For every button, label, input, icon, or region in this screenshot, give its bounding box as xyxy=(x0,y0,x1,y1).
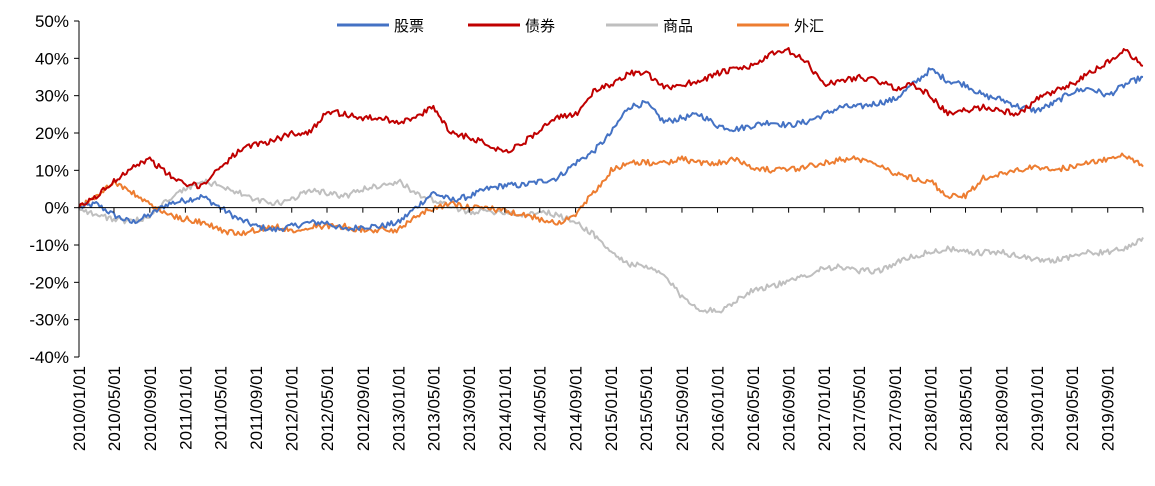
legend: 股票 债券 商品 外汇 xyxy=(337,17,824,35)
series-line-3 xyxy=(78,178,1144,314)
series-line-4 xyxy=(78,152,1144,237)
x-tick-label: 2011/09/01 xyxy=(247,366,266,450)
x-tick-label: 2012/09/01 xyxy=(354,366,373,451)
series-layer xyxy=(78,47,1144,314)
x-tick-label: 2018/01/01 xyxy=(922,366,941,451)
x-tick-label: 2019/05/01 xyxy=(1063,366,1082,451)
x-tick-label: 2017/05/01 xyxy=(850,366,869,451)
y-tick-label: -20% xyxy=(29,273,69,292)
x-tick-label: 2015/05/01 xyxy=(637,366,656,451)
x-tick-label: 2012/01/01 xyxy=(283,366,302,451)
x-tick-label: 2011/05/01 xyxy=(211,366,230,450)
series-line-1 xyxy=(78,67,1144,233)
y-tick-label: 10% xyxy=(35,161,69,180)
legend-label: 外汇 xyxy=(794,17,824,35)
x-tick-label: 2015/09/01 xyxy=(673,366,692,451)
x-tick-label: 2019/01/01 xyxy=(1028,366,1047,451)
x-tick-label: 2018/09/01 xyxy=(992,366,1011,451)
axes xyxy=(78,21,1143,357)
y-tick-label: -30% xyxy=(29,311,69,330)
x-tick-label: 2014/01/01 xyxy=(496,366,515,451)
y-tick-label: 40% xyxy=(35,49,69,68)
x-tick-label: 2016/01/01 xyxy=(709,366,728,451)
x-tick-label: 2010/09/01 xyxy=(141,366,160,451)
x-tick-label: 2010/01/01 xyxy=(70,366,89,451)
x-tick-label: 2016/09/01 xyxy=(780,366,799,451)
y-tick-label: 50% xyxy=(35,12,69,31)
x-tick-label: 2017/09/01 xyxy=(886,366,905,451)
legend-label: 股票 xyxy=(394,17,424,35)
y-tick-label: 0% xyxy=(44,199,69,218)
x-tick-label: 2018/05/01 xyxy=(957,366,976,451)
x-tick-label: 2010/05/01 xyxy=(105,366,124,451)
x-ticks: 2010/01/01 2010/05/01 2010/09/01 2011/01/01… xyxy=(70,207,1144,451)
x-tick-label: 2012/05/01 xyxy=(318,366,337,451)
y-tick-label: -10% xyxy=(29,236,69,255)
y-ticks: 50% 40% 30% 20% 10% 0% -10% -20% -30% -40% xyxy=(29,12,79,367)
y-tick-label: 20% xyxy=(35,124,69,143)
x-tick-label: 2019/09/01 xyxy=(1099,366,1118,451)
x-tick-label: 2013/01/01 xyxy=(389,366,408,451)
x-tick-label: 2011/01/01 xyxy=(176,366,195,450)
x-tick-label: 2016/05/01 xyxy=(744,366,763,451)
x-tick-label: 2017/01/01 xyxy=(815,366,834,451)
y-tick-label: 30% xyxy=(35,87,69,106)
y-tick-label: -40% xyxy=(29,348,69,367)
series-line-2 xyxy=(78,47,1144,209)
x-tick-label: 2014/09/01 xyxy=(567,366,586,451)
x-tick-label: 2014/05/01 xyxy=(531,366,550,451)
legend-label: 债券 xyxy=(525,17,555,35)
x-tick-label: 2013/09/01 xyxy=(460,366,479,451)
x-tick-label: 2015/01/01 xyxy=(602,366,621,451)
x-tick-label: 2013/05/01 xyxy=(424,366,443,451)
legend-label: 商品 xyxy=(663,17,693,35)
